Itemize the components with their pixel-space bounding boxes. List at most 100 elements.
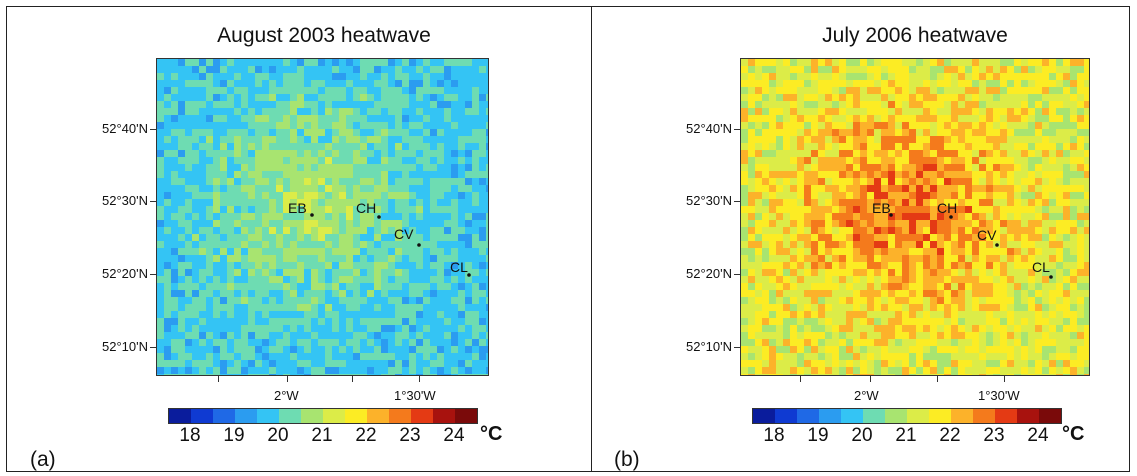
lat-tick (734, 129, 740, 130)
temperature-grid (741, 59, 1089, 375)
colorbar-segment (411, 409, 433, 423)
site-label: CL (1032, 259, 1050, 275)
lat-label: 52°40'N (686, 121, 732, 136)
lon-tick (419, 376, 420, 382)
colorbar-segment (301, 409, 323, 423)
colorbar-segment (279, 409, 301, 423)
site-marker (995, 243, 999, 247)
panel-label: (b) (614, 448, 640, 471)
panel-label: (a) (30, 448, 56, 471)
colorbar-segment (323, 409, 345, 423)
site-marker (310, 213, 314, 217)
colorbar-segment (841, 409, 863, 423)
colorbar-tick-label: 19 (223, 425, 245, 446)
site-label: CH (356, 200, 377, 216)
colorbar-segment (797, 409, 819, 423)
lon-tick (287, 376, 288, 382)
colorbar-segment (1039, 409, 1061, 423)
colorbar-tick-label: 19 (807, 425, 829, 446)
temperature-grid (157, 59, 488, 375)
site-label: CV (977, 227, 997, 243)
site-marker (417, 243, 421, 247)
colorbar-tick-label: 22 (355, 425, 377, 446)
colorbar-tick-label: 22 (939, 425, 961, 446)
colorbar-tick-label: 24 (443, 425, 465, 446)
panel-title: July 2006 heatwave (822, 24, 1008, 47)
colorbar-tick-label: 20 (851, 425, 873, 446)
panel-a: August 2003 heatwave 52°40'N 52°30'N 52°… (30, 24, 503, 471)
site-label: CL (450, 259, 468, 275)
site-marker (377, 215, 381, 219)
colorbar-segment (191, 409, 213, 423)
lat-tick (734, 201, 740, 202)
colorbar-segment (973, 409, 995, 423)
colorbar-segment (995, 409, 1017, 423)
lat-label: 52°20'N (686, 266, 732, 281)
lat-label: 52°30'N (102, 193, 148, 208)
colorbar-tick-label: 23 (399, 425, 421, 446)
lon-label: 1°30'W (394, 388, 436, 403)
site-label: EB (288, 200, 307, 216)
colorbar-segment (367, 409, 389, 423)
colorbar-segment (455, 409, 477, 423)
colorbar-segment (753, 409, 775, 423)
lon-label: 2°W (274, 388, 299, 403)
colorbar-tick-label: 23 (983, 425, 1005, 446)
colorbar (168, 408, 478, 424)
lon-label: 2°W (854, 388, 879, 403)
colorbar-segment (213, 409, 235, 423)
lon-label: 1°30'W (978, 388, 1020, 403)
site-label: CH (937, 200, 958, 216)
lat-label: 52°30'N (686, 193, 732, 208)
colorbar-segment (951, 409, 973, 423)
lat-label: 52°20'N (102, 266, 148, 281)
lon-tick (1004, 376, 1005, 382)
lat-tick (734, 347, 740, 348)
lat-tick (150, 201, 156, 202)
lat-tick (150, 129, 156, 130)
colorbar (752, 408, 1062, 424)
panel-divider (591, 6, 592, 472)
colorbar-tick-label: 20 (267, 425, 289, 446)
lon-tick (937, 376, 938, 382)
colorbar-segment (775, 409, 797, 423)
site-marker (1049, 275, 1053, 279)
panel-b: July 2006 heatwave 52°40'N 52°30'N 52°20… (592, 0, 1137, 476)
lon-tick (800, 376, 801, 382)
colorbar-tick-label: 21 (311, 425, 333, 446)
site-marker (889, 213, 893, 217)
colorbar-segment (907, 409, 929, 423)
lat-label: 52°10'N (102, 339, 148, 354)
lat-label: 52°10'N (686, 339, 732, 354)
colorbar-segment (929, 409, 951, 423)
colorbar-segment (235, 409, 257, 423)
lon-tick (218, 376, 219, 382)
site-marker (467, 273, 471, 277)
colorbar-tick-label: 21 (895, 425, 917, 446)
colorbar-segment (345, 409, 367, 423)
panel-title: August 2003 heatwave (217, 24, 431, 47)
colorbar-segment (1017, 409, 1039, 423)
figure-frame (6, 6, 1130, 472)
lon-tick (352, 376, 353, 382)
colorbar-segment (257, 409, 279, 423)
lat-tick (150, 274, 156, 275)
colorbar-segment (863, 409, 885, 423)
colorbar-segment (169, 409, 191, 423)
site-label: EB (872, 200, 891, 216)
lat-label: 52°40'N (102, 121, 148, 136)
colorbar-segment (389, 409, 411, 423)
colorbar-tick-label: 24 (1027, 425, 1049, 446)
site-label: CV (394, 226, 414, 242)
colorbar-tick-label: 18 (179, 425, 201, 446)
temperature-map (156, 58, 489, 376)
site-marker (949, 215, 953, 219)
temperature-map (740, 58, 1090, 376)
colorbar-segment (433, 409, 455, 423)
lat-tick (150, 347, 156, 348)
colorbar-unit: °C (1062, 423, 1085, 445)
colorbar-unit: °C (480, 423, 503, 445)
colorbar-segment (885, 409, 907, 423)
colorbar-tick-label: 18 (763, 425, 785, 446)
lat-tick (734, 274, 740, 275)
